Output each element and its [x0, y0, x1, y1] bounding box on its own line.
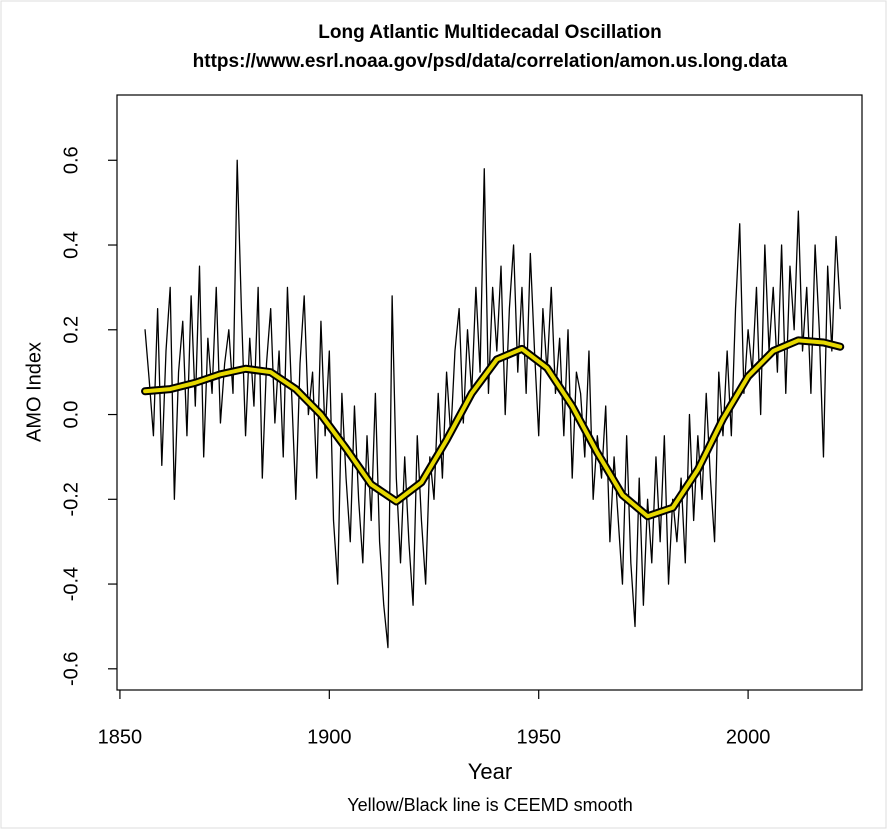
y-tick-label: 0.0: [60, 401, 82, 429]
x-tick-label: 1850: [98, 726, 143, 748]
smooth-line: [143, 338, 843, 519]
y-tick-label: 0.2: [60, 316, 82, 344]
chart-title: Long Atlantic Multidecadal Oscillation: [318, 22, 661, 43]
x-tick-label: 1900: [307, 726, 352, 748]
y-tick-label: -0.2: [60, 482, 82, 516]
y-tick-label: -0.4: [60, 567, 82, 601]
y-tick-label: -0.6: [60, 652, 82, 686]
y-axis-label: AMO Index: [23, 342, 45, 442]
data-line: [144, 159, 841, 649]
chart-subtitle: https://www.esrl.noaa.gov/psd/data/corre…: [193, 51, 788, 72]
x-axis-label: Year: [468, 759, 512, 784]
x-tick-label: 2000: [726, 726, 771, 748]
caption: Yellow/Black line is CEEMD smooth: [347, 795, 632, 815]
y-tick-label: 0.4: [60, 231, 82, 259]
y-tick-label: 0.6: [60, 146, 82, 174]
plot-box: [116, 94, 863, 691]
x-tick-label: 1950: [516, 726, 561, 748]
